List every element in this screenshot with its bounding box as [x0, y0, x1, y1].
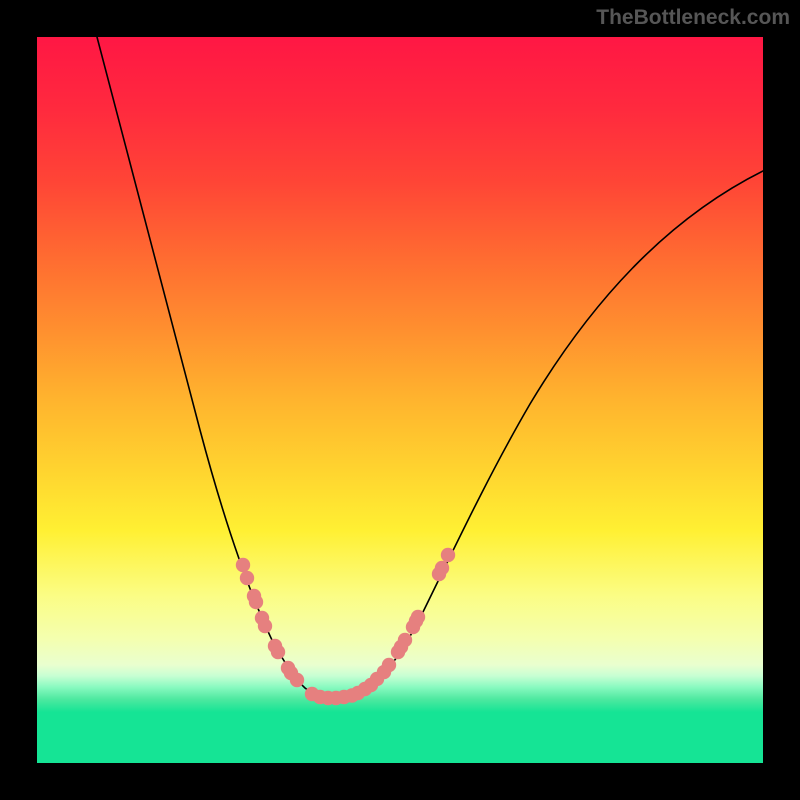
data-marker [398, 633, 412, 647]
data-marker [411, 610, 425, 624]
data-marker [236, 558, 250, 572]
data-marker [258, 619, 272, 633]
data-marker [271, 645, 285, 659]
data-marker [435, 561, 449, 575]
chart-container: TheBottleneck.com [0, 0, 800, 800]
data-marker [240, 571, 254, 585]
data-marker [382, 658, 396, 672]
data-marker [441, 548, 455, 562]
data-marker [290, 673, 304, 687]
watermark-text: TheBottleneck.com [596, 6, 790, 30]
data-marker [249, 595, 263, 609]
bottleneck-chart [0, 0, 800, 800]
